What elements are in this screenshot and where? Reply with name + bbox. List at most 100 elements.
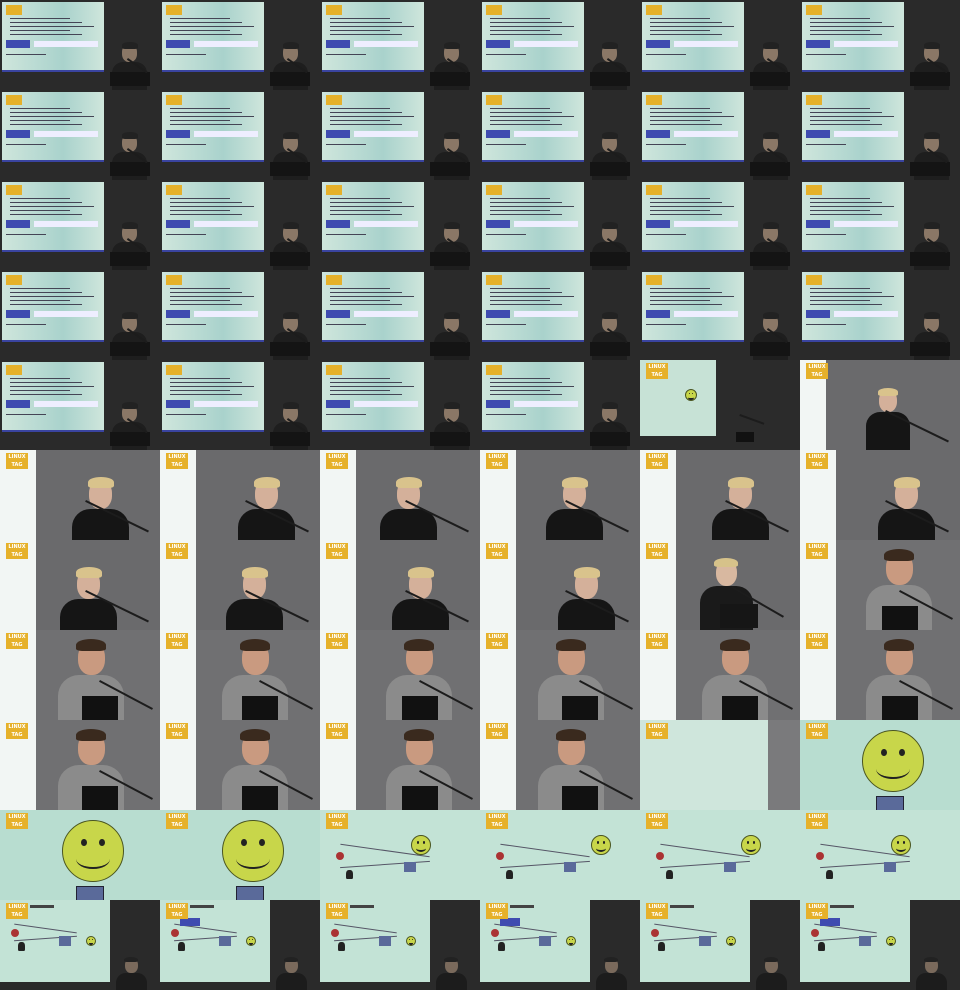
- presenter-hair: [573, 567, 600, 578]
- slide-title-text: [830, 905, 854, 908]
- lectern: [910, 342, 950, 356]
- slide-blue-box: [166, 220, 190, 228]
- smiley-eye: [752, 841, 755, 844]
- video-frame-slide: [640, 180, 800, 270]
- smiley-mouth: [595, 844, 607, 852]
- slide-bottom-bar: [642, 250, 744, 252]
- linuxtag-logo: LINUX TAG: [646, 813, 668, 829]
- slide-text-line: [326, 144, 366, 145]
- logo-line-tag: TAG: [651, 912, 663, 918]
- smiley-icon: [886, 936, 896, 946]
- slide-text-line: [810, 112, 882, 113]
- slide-text-line: [6, 54, 46, 55]
- slide-bottom-bar: [2, 160, 104, 162]
- logo-line-tag: TAG: [11, 822, 23, 828]
- video-frame-slide: [480, 90, 640, 180]
- linuxtag-logo: LINUX TAG: [486, 813, 508, 829]
- slide-text-line: [650, 22, 722, 23]
- slide-text-line: [486, 54, 526, 55]
- video-frame-presenter-blonde: LINUX TAG: [160, 540, 320, 630]
- projected-slide: [802, 182, 904, 250]
- slide-text-line: [10, 378, 70, 379]
- slide-text-line: [10, 300, 70, 301]
- lectern: [110, 162, 150, 176]
- slide-text-line: [806, 234, 846, 235]
- slide-text-line: [170, 288, 230, 289]
- video-frame-slide: [480, 180, 640, 270]
- slide-text-line: [330, 210, 390, 211]
- slide-bottom-bar: [642, 70, 744, 72]
- lectern: [750, 252, 790, 266]
- slide-text-line: [490, 292, 562, 293]
- lectern: [910, 72, 950, 86]
- slide-text-line: [646, 54, 686, 55]
- slide-text-line: [170, 386, 254, 387]
- presenter-hair: [121, 312, 138, 319]
- logo-line-linux: LINUX: [8, 634, 26, 640]
- presenter-hair: [282, 402, 299, 409]
- tux-icon: [498, 942, 506, 951]
- slide-text-line: [330, 124, 402, 125]
- projected-slide: [802, 92, 904, 160]
- presenter-hair: [727, 477, 754, 488]
- linuxtag-logo: LINUX TAG: [326, 453, 348, 469]
- slide-logo-strip: [194, 401, 258, 407]
- slide-text-line: [490, 390, 550, 391]
- presenter-body: [756, 973, 787, 990]
- logo-line-tag: TAG: [651, 732, 663, 738]
- slide-text-line: [650, 292, 722, 293]
- slide-text-line: [170, 124, 242, 125]
- projected-slide: [2, 92, 104, 160]
- presenter-body: [60, 598, 118, 630]
- slide-blue-box: [166, 40, 190, 48]
- presenter-hair: [923, 42, 940, 49]
- slide-text-line: [10, 116, 94, 117]
- lectern: [910, 252, 950, 266]
- video-frame-slide: [0, 90, 160, 180]
- slide-blue-box: [646, 220, 670, 228]
- smiley-icon: [222, 820, 284, 882]
- slide-bottom-bar: [802, 250, 904, 252]
- smiley-eye: [889, 939, 891, 941]
- laptop: [242, 696, 278, 720]
- logo-line-tag: TAG: [491, 732, 503, 738]
- slide-text-line: [490, 378, 550, 379]
- logo-line-linux: LINUX: [488, 724, 506, 730]
- slide-text-line: [490, 108, 550, 109]
- slide-text-line: [330, 116, 414, 117]
- video-frame-presenter-dark: LINUX TAG: [320, 630, 480, 720]
- slide-text-line: [810, 120, 870, 121]
- slide-text-line: [490, 26, 574, 27]
- linuxtag-logo: LINUX TAG: [806, 903, 828, 919]
- slide-title-text: [510, 905, 534, 908]
- projected-slide: [322, 272, 424, 340]
- logo-line-tag: TAG: [811, 822, 823, 828]
- logo-line-tag: TAG: [651, 552, 663, 558]
- slide-text-line: [10, 296, 94, 297]
- slide-logo: [486, 275, 502, 285]
- linuxtag-logo: LINUX TAG: [166, 723, 188, 739]
- slide-text-line: [330, 202, 402, 203]
- slide-text-line: [650, 18, 710, 19]
- slide-logo-strip: [194, 131, 258, 137]
- slide-text-line: [170, 34, 242, 35]
- laptop: [82, 696, 118, 720]
- presenter-body: [276, 973, 307, 990]
- slide-text-line: [330, 394, 402, 395]
- presenter-body: [392, 598, 450, 630]
- slide-logo-strip: [514, 221, 578, 227]
- slide-blue-box: [166, 310, 190, 318]
- slide-logo: [166, 185, 182, 195]
- slide-blue-box: [806, 40, 830, 48]
- node-icon: [491, 929, 500, 938]
- slide-title-text: [190, 905, 214, 908]
- slide-text-line: [10, 198, 70, 199]
- slide-logo: [486, 95, 502, 105]
- linuxtag-logo: LINUX TAG: [646, 903, 668, 919]
- video-frame-slide: [0, 0, 160, 90]
- smiley-mouth: [415, 844, 427, 852]
- presenter-hair: [282, 222, 299, 229]
- presenter-hair: [601, 402, 618, 409]
- logo-line-linux: LINUX: [328, 634, 346, 640]
- slide-text-line: [166, 414, 206, 415]
